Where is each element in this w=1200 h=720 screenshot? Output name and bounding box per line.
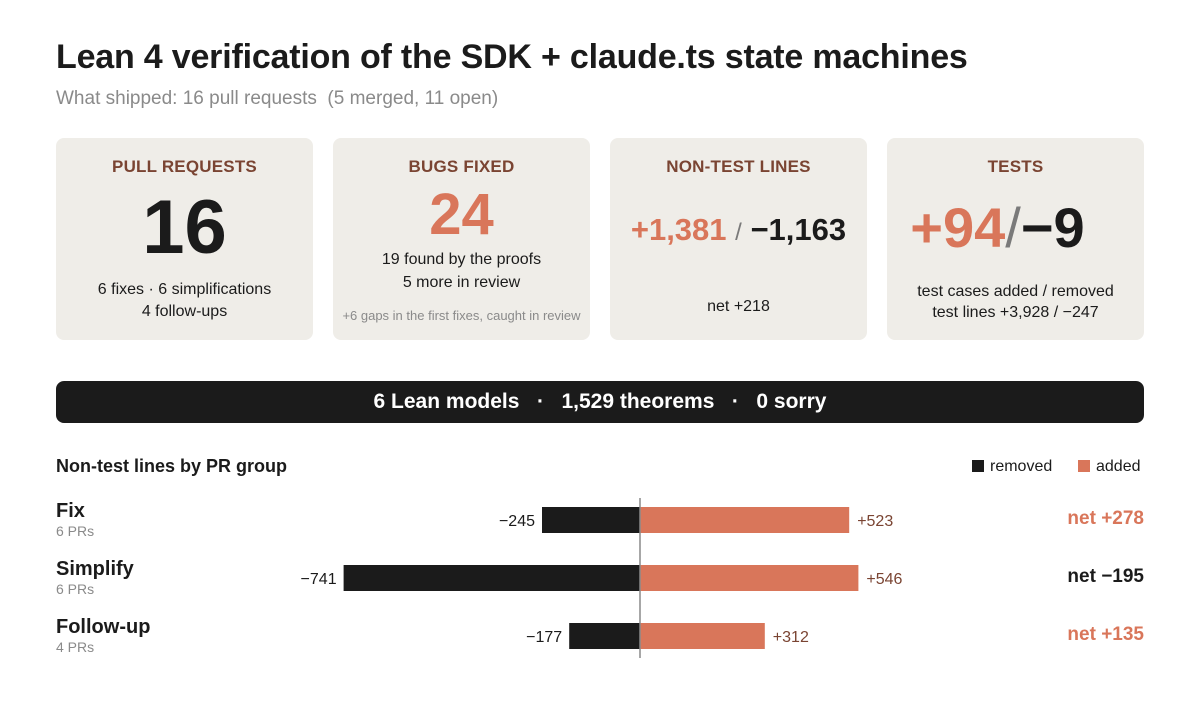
bar-added-label-follow-up: +312 [773,629,809,646]
card-bugs-fixed: BUGS FIXED 24 19 found by the proofs 5 m… [333,138,590,340]
bar-added-fix [640,507,850,533]
lines-removed: −1,163 [750,212,847,247]
lines-net: net +218 [707,298,770,315]
banner-theorems: 1,529 theorems [561,390,715,413]
row-label-simplify: Simplify [56,558,134,580]
diverging-bar-chart: −245 +523 −741 +546 −177 +312 [301,498,903,658]
legend-removed: removed [972,458,1052,476]
legend-removed-swatch [972,460,984,472]
bar-removed-label-simplify: −741 [301,571,337,588]
bugs-in-review: 5 more in review [402,274,521,291]
row-label-fix: Fix [56,500,85,522]
card-tests: TESTS +94/−9 test cases added / removed … [887,138,1144,340]
non-test-lines-value: +1,381 / −1,163 [610,214,867,245]
pull-requests-breakdown: 6 fixes · 6 simplifications [97,281,272,298]
tests-separator: / [1005,196,1021,259]
banner-models: 6 Lean models [373,390,520,413]
summary-banner: 6 Lean models · 1,529 theorems · 0 sorry [56,381,1144,423]
tests-value: +94/−9 [851,200,1144,256]
net-label-follow-up: net +135 [1067,624,1144,645]
card-label: TESTS [987,157,1044,176]
bar-added-label-fix: +523 [857,513,893,530]
card-non-test-lines: NON-TEST LINES +1,381 / −1,163 net +218 [610,138,867,340]
bugs-fixed-count: 24 [429,182,494,247]
row-label-follow-up: Follow-up [56,616,151,638]
banner-separator: · [536,390,544,413]
bar-removed-follow-up [569,623,640,649]
card-label: BUGS FIXED [408,157,515,176]
page-subtitle: What shipped: 16 pull requests (5 merged… [56,88,499,109]
legend-added: added [1078,458,1141,476]
bar-added-label-simplify: +546 [866,571,902,588]
bar-removed-label-fix: −245 [499,513,535,530]
chart-title: Non-test lines by PR group [56,456,288,476]
net-label-fix: net +278 [1067,508,1144,529]
card-label: NON-TEST LINES [666,157,811,176]
bar-removed-simplify [343,565,640,591]
banner-sorry: 0 sorry [756,390,827,413]
tests-cases: test cases added / removed [917,283,1114,300]
card-label: PULL REQUESTS [112,157,257,176]
bar-removed-fix [542,507,640,533]
lines-added: +1,381 [630,212,727,247]
tests-lines: test lines +3,928 / −247 [932,304,1099,321]
legend-added-swatch [1078,460,1090,472]
row-sub-simplify: 6 PRs [56,581,95,597]
bugs-note: +6 gaps in the first fixes, caught in re… [342,308,581,323]
summary-cards: PULL REQUESTS 16 6 fixes · 6 simplificat… [56,138,1144,340]
pull-requests-followups: 4 follow-ups [141,303,228,320]
legend-added-label: added [1096,458,1141,475]
bar-added-follow-up [640,623,765,649]
bugs-found-by-proofs: 19 found by the proofs [381,251,542,268]
tests-removed: −9 [1020,196,1085,259]
bar-removed-label-follow-up: −177 [526,629,562,646]
legend-removed-label: removed [990,458,1053,475]
tests-added: +94 [910,196,1006,259]
row-sub-follow-up: 4 PRs [56,639,95,655]
row-sub-fix: 6 PRs [56,523,95,539]
net-label-simplify: net −195 [1067,566,1144,587]
card-pull-requests: PULL REQUESTS 16 6 fixes · 6 simplificat… [56,138,313,340]
pull-requests-count: 16 [142,185,227,270]
lines-separator: / [735,219,742,246]
bar-added-simplify [640,565,859,591]
banner-separator: · [731,390,739,413]
page-title: Lean 4 verification of the SDK + claude.… [56,38,968,76]
